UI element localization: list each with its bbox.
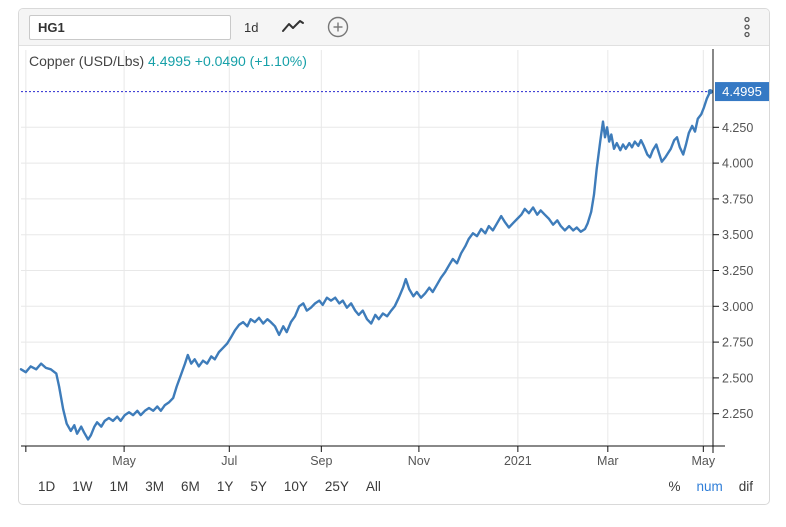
timeframe-1m[interactable]: 1M xyxy=(109,479,129,494)
timeframe-all[interactable]: All xyxy=(365,479,381,494)
y-tick-label: 2.250 xyxy=(722,407,753,421)
top-toolbar: 1d xyxy=(19,9,769,46)
x-tick-label: Jul xyxy=(221,454,237,468)
last-price: 4.4995 xyxy=(148,53,191,69)
chart-widget: 1d Copper (USD/Lbs) 4.4995 +0.0490 xyxy=(18,8,770,505)
instrument-name: Copper (USD/Lbs) xyxy=(29,53,145,69)
kebab-menu-icon[interactable] xyxy=(743,16,751,38)
timeframe-6m[interactable]: 6M xyxy=(181,479,200,494)
x-tick-label: Sep xyxy=(310,454,332,468)
y-tick-label: 2.750 xyxy=(722,336,753,350)
timeframe-3m[interactable]: 3M xyxy=(145,479,165,494)
mode-num[interactable]: num xyxy=(696,479,723,494)
mode-percent[interactable]: % xyxy=(668,479,681,494)
sparkline-icon[interactable] xyxy=(280,19,306,35)
y-tick-label: 3.750 xyxy=(722,192,753,206)
instrument-title: Copper (USD/Lbs) 4.4995 +0.0490 (+1.10%) xyxy=(29,53,307,69)
timeframe-1w[interactable]: 1W xyxy=(72,479,93,494)
x-tick-label: May xyxy=(112,454,136,468)
current-price-badge xyxy=(715,82,769,102)
plus-circle-icon[interactable] xyxy=(327,16,349,38)
current-price-badge-text: 4.4995 xyxy=(722,84,762,99)
interval-label: 1d xyxy=(244,19,259,35)
x-tick-label: Nov xyxy=(408,454,431,468)
x-tick-label: May xyxy=(691,454,715,468)
timeframe-5y[interactable]: 5Y xyxy=(250,479,267,494)
timeframe-25y[interactable]: 25Y xyxy=(324,479,349,494)
last-point-marker xyxy=(707,88,713,95)
timeframe-selector: 1D 1W 1M 3M 6M 1Y 5Y 10Y 25Y All xyxy=(38,479,381,494)
timeframe-1y[interactable]: 1Y xyxy=(216,479,234,494)
bottom-toolbar: 1D 1W 1M 3M 6M 1Y 5Y 10Y 25Y All % num dif xyxy=(19,471,769,504)
y-tick-label: 3.500 xyxy=(722,228,753,242)
timeframe-10y[interactable]: 10Y xyxy=(283,479,308,494)
chart-area: Copper (USD/Lbs) 4.4995 +0.0490 (+1.10%)… xyxy=(19,46,769,471)
display-mode-selector: % num dif xyxy=(668,479,753,494)
x-tick-label: Mar xyxy=(597,454,619,468)
y-tick-label: 2.500 xyxy=(722,371,753,385)
price-change: +0.0490 xyxy=(194,53,246,69)
price-change-percent: (+1.10%) xyxy=(249,53,307,69)
price-line-series xyxy=(19,90,712,441)
y-tick-label: 4.000 xyxy=(722,157,753,171)
y-tick-label: 3.000 xyxy=(722,300,753,314)
price-chart[interactable]: May Jul Sep Nov 2021 Mar May 2.250 2.500 2.750 3.0… xyxy=(19,46,769,471)
mode-dif[interactable]: dif xyxy=(738,479,753,494)
x-tick-label: 2021 xyxy=(504,454,532,468)
symbol-input[interactable] xyxy=(29,14,231,40)
timeframe-1d[interactable]: 1D xyxy=(38,479,56,494)
y-tick-label: 3.250 xyxy=(722,264,753,278)
y-tick-label: 4.250 xyxy=(722,121,753,135)
